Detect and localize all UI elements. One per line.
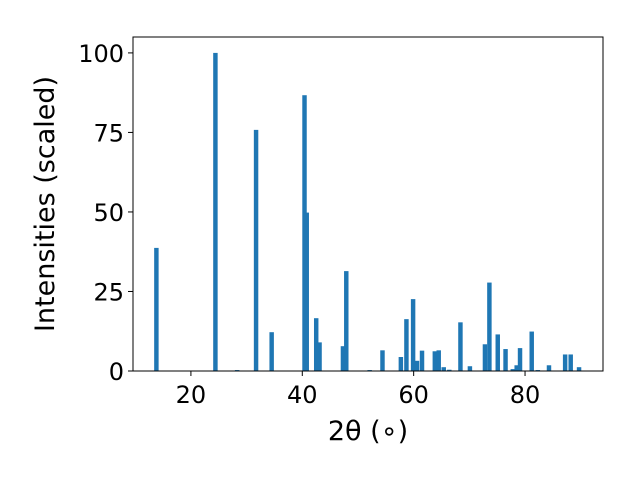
bar [313, 318, 319, 371]
bar [398, 357, 404, 371]
bar [304, 212, 309, 371]
x-tick-label: 40 [287, 381, 318, 409]
bar [419, 350, 425, 371]
bar [317, 342, 322, 371]
x-tick-label: 60 [398, 381, 429, 409]
bar [487, 282, 492, 371]
bar [253, 129, 259, 371]
bar [517, 348, 523, 371]
bar [410, 299, 416, 371]
bar [514, 365, 519, 371]
bar [441, 367, 446, 371]
plot-frame [132, 36, 604, 372]
bars-group [154, 52, 582, 372]
bar [432, 351, 438, 371]
bar [482, 344, 488, 371]
y-tick-label: 75 [93, 119, 124, 147]
x-tick-label: 20 [176, 381, 207, 409]
x-tick-label: 80 [510, 381, 541, 409]
bar [510, 369, 516, 371]
y-tick-label: 25 [93, 278, 124, 306]
bar [340, 346, 346, 371]
bar [213, 52, 218, 372]
y-tick-label: 50 [93, 199, 124, 227]
y-tick-label: 0 [109, 358, 124, 386]
bar [503, 349, 508, 371]
y-axis-ticks: 0 25 50 75 100 [78, 40, 133, 386]
bar [404, 319, 409, 371]
bar [458, 322, 463, 371]
bar [568, 354, 573, 371]
bar [344, 271, 349, 371]
bar [154, 247, 159, 371]
bar [576, 367, 582, 371]
bar [269, 332, 274, 371]
bar [529, 331, 534, 371]
bar [380, 350, 385, 371]
y-tick-label: 100 [78, 40, 124, 68]
y-axis-label: Intensities (scaled) [30, 76, 61, 332]
x-axis-label: 2θ (∘) [328, 416, 408, 447]
bar [467, 366, 473, 371]
bar [546, 365, 552, 371]
bar [495, 334, 500, 371]
bar [436, 350, 441, 371]
x-axis-ticks: 20 40 60 80 [176, 371, 541, 409]
bar [447, 369, 452, 371]
bar [562, 354, 568, 371]
bar [414, 360, 420, 371]
